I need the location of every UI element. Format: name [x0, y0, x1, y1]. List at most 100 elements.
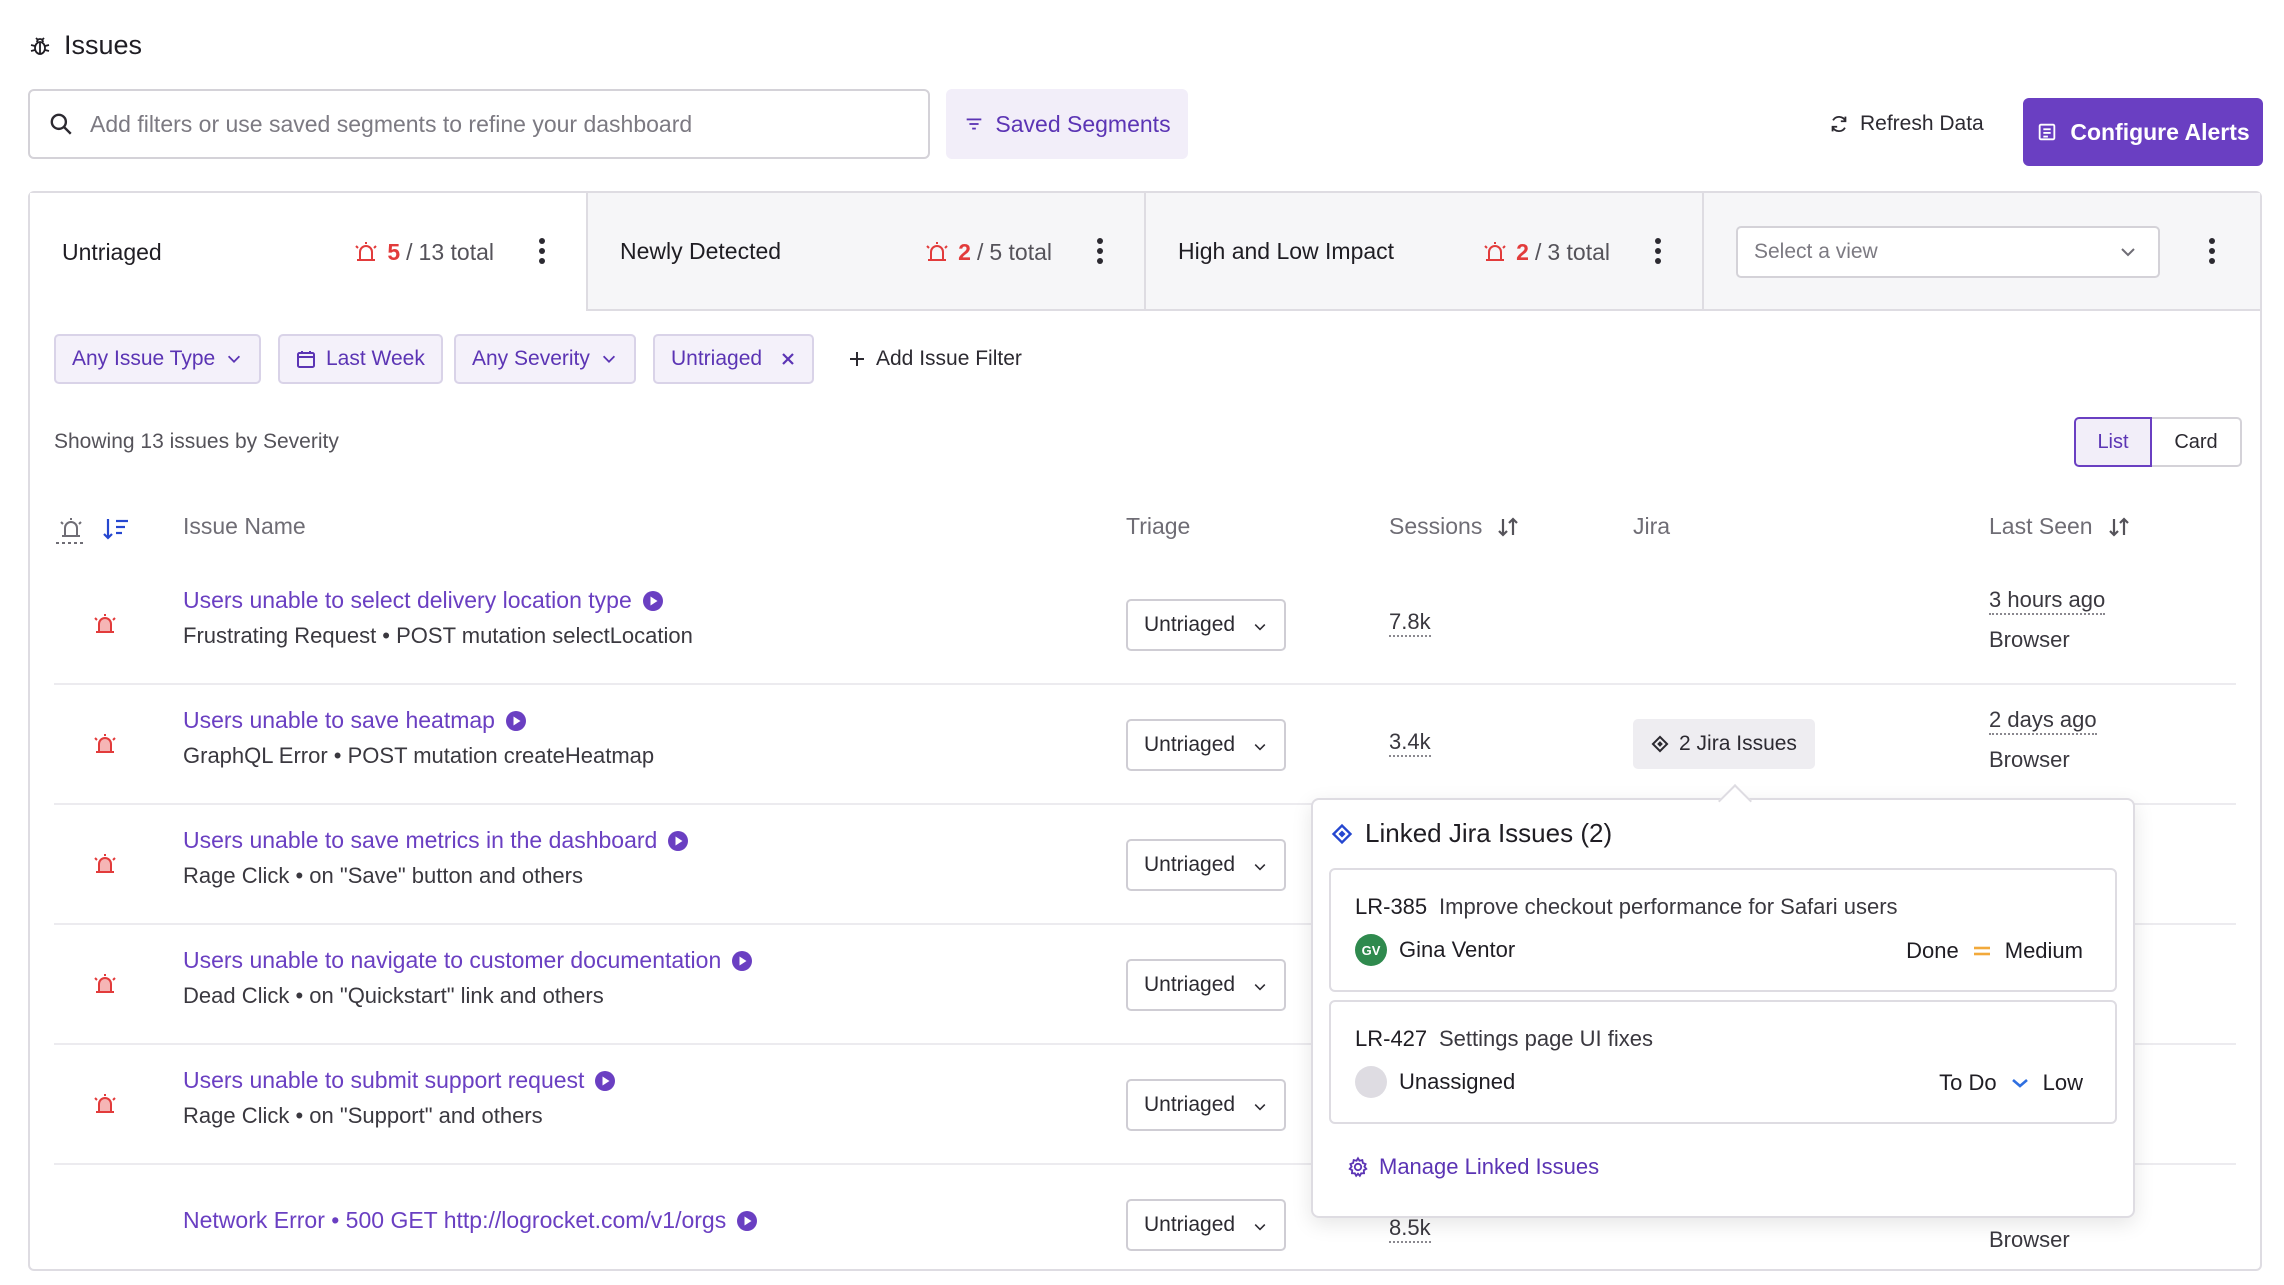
- sessions-count[interactable]: 7.8k: [1389, 609, 1431, 637]
- page-title-text: Issues: [64, 30, 143, 60]
- chevron-down-icon: [225, 350, 243, 368]
- refresh-data-button[interactable]: Refresh Data: [1828, 112, 1984, 136]
- sessions-count[interactable]: 8.5k: [1389, 1215, 1431, 1243]
- tab-untriaged[interactable]: Untriaged 5 / 13 total: [30, 193, 588, 311]
- platform: Browser: [1989, 747, 2070, 772]
- jira-priority: Low: [2042, 1070, 2083, 1095]
- gear-icon: [1347, 1156, 1369, 1178]
- search-bar[interactable]: [28, 89, 930, 159]
- jira-status: Done: [1906, 938, 1959, 963]
- jira-issue-summary: Settings page UI fixes: [1439, 1026, 1654, 1051]
- siren-icon: [90, 850, 120, 878]
- filter-date-range[interactable]: Last Week: [278, 334, 443, 384]
- column-last-seen[interactable]: Last Seen: [1989, 513, 2131, 540]
- triage-value: Untriaged: [1144, 1213, 1236, 1236]
- add-issue-filter-button[interactable]: Add Issue Filter: [848, 334, 1022, 384]
- issue-name-link[interactable]: Users unable to submit support request: [183, 1067, 616, 1094]
- popover-title-text: Linked Jira Issues (2): [1365, 818, 1613, 848]
- manage-linked-issues-label: Manage Linked Issues: [1379, 1154, 1600, 1179]
- triage-value: Untriaged: [1144, 1093, 1236, 1116]
- play-icon[interactable]: [736, 1210, 758, 1232]
- configure-alerts-button[interactable]: Configure Alerts: [2023, 98, 2263, 166]
- add-issue-filter-label: Add Issue Filter: [876, 347, 1022, 370]
- issue-name-link[interactable]: Users unable to save metrics in the dash…: [183, 827, 689, 854]
- triage-dropdown[interactable]: Untriaged: [1126, 959, 1286, 1011]
- siren-icon: [1480, 240, 1510, 264]
- play-icon[interactable]: [667, 830, 689, 852]
- more-vertical-icon[interactable]: [2208, 237, 2216, 265]
- saved-segments-button[interactable]: Saved Segments: [946, 89, 1188, 159]
- triage-value: Untriaged: [1144, 853, 1236, 876]
- more-vertical-icon[interactable]: [1654, 237, 1662, 265]
- sort-icon[interactable]: [2107, 515, 2131, 539]
- jira-issue-card[interactable]: LR-385 Improve checkout performance for …: [1329, 868, 2117, 992]
- triage-value: Untriaged: [1144, 973, 1236, 996]
- column-jira: Jira: [1633, 513, 1671, 539]
- column-issue-name: Issue Name: [183, 513, 306, 539]
- table-row[interactable]: Users unable to save metrics in the dash…: [54, 805, 2236, 925]
- refresh-icon: [1828, 113, 1850, 135]
- jira-issue-meta: To Do Low: [1939, 1070, 2083, 1096]
- platform: Browser: [1989, 1227, 2070, 1252]
- play-icon[interactable]: [642, 590, 664, 612]
- triage-dropdown[interactable]: Untriaged: [1126, 719, 1286, 771]
- last-seen: 2 days ago: [1989, 707, 2097, 735]
- jira-diamond-icon: [1331, 823, 1353, 845]
- table-row[interactable]: Users unable to save heatmap GraphQL Err…: [54, 685, 2236, 805]
- severity-header[interactable]: [54, 513, 130, 545]
- tab-high-and-low-impact[interactable]: High and Low Impact 2 / 3 total: [1146, 193, 1704, 311]
- filter-issue-type[interactable]: Any Issue Type: [54, 334, 262, 384]
- filter-issue-type-label: Any Issue Type: [72, 347, 216, 370]
- close-icon[interactable]: [780, 351, 796, 367]
- filter-status[interactable]: Untriaged: [653, 334, 815, 384]
- jira-issue-summary: Improve checkout performance for Safari …: [1439, 894, 1898, 919]
- triage-dropdown[interactable]: Untriaged: [1126, 1199, 1286, 1251]
- card-view-button[interactable]: Card: [2152, 417, 2242, 467]
- issue-name: Users unable to submit support request: [183, 1067, 585, 1093]
- search-icon: [48, 111, 74, 137]
- sort-icon[interactable]: [1496, 515, 1520, 539]
- tab-alert-count: 2: [1516, 238, 1529, 265]
- play-icon[interactable]: [505, 710, 527, 732]
- more-vertical-icon[interactable]: [1096, 237, 1104, 265]
- jira-issue-card[interactable]: LR-427 Settings page UI fixes Unassigned…: [1329, 1000, 2117, 1124]
- popover-title: Linked Jira Issues (2): [1331, 818, 1612, 849]
- table-row[interactable]: Users unable to select delivery location…: [54, 565, 2236, 685]
- refresh-label: Refresh Data: [1860, 112, 1984, 135]
- tab-count: 2 / 5 total: [922, 193, 1052, 311]
- chevron-down-icon: [1252, 979, 1268, 995]
- filter-severity[interactable]: Any Severity: [454, 334, 636, 384]
- sort-descending-icon[interactable]: [102, 516, 130, 542]
- siren-icon: [90, 610, 120, 638]
- chevron-down-icon: [1252, 859, 1268, 875]
- tab-count: 2 / 3 total: [1480, 193, 1610, 311]
- issue-name-link[interactable]: Users unable to save heatmap: [183, 707, 527, 734]
- list-view-button[interactable]: List: [2074, 417, 2152, 467]
- tab-label: Newly Detected: [620, 237, 782, 264]
- play-icon[interactable]: [594, 1070, 616, 1092]
- search-input[interactable]: [88, 109, 908, 139]
- more-vertical-icon[interactable]: [538, 237, 546, 265]
- issue-name-link[interactable]: Network Error • 500 GET http://logrocket…: [183, 1207, 758, 1234]
- saved-segments-label: Saved Segments: [995, 110, 1171, 137]
- triage-dropdown[interactable]: Untriaged: [1126, 839, 1286, 891]
- issue-name-link[interactable]: Users unable to navigate to customer doc…: [183, 947, 753, 974]
- jira-issues-button[interactable]: 2 Jira Issues: [1633, 719, 1815, 769]
- manage-linked-issues-link[interactable]: Manage Linked Issues: [1347, 1154, 1599, 1180]
- table-row[interactable]: Users unable to navigate to customer doc…: [54, 925, 2236, 1045]
- triage-dropdown[interactable]: Untriaged: [1126, 599, 1286, 651]
- issue-description: GraphQL Error • POST mutation createHeat…: [183, 743, 655, 768]
- issue-name-link[interactable]: Users unable to select delivery location…: [183, 587, 664, 614]
- tab-newly-detected[interactable]: Newly Detected 2 / 5 total: [588, 193, 1146, 311]
- sessions-count[interactable]: 3.4k: [1389, 729, 1431, 757]
- column-sessions[interactable]: Sessions: [1389, 513, 1520, 540]
- tab-count-separator: /: [406, 238, 413, 265]
- select-view-placeholder: Select a view: [1754, 240, 1878, 263]
- triage-dropdown[interactable]: Untriaged: [1126, 1079, 1286, 1131]
- siren-icon: [90, 1090, 120, 1118]
- select-view-dropdown[interactable]: Select a view: [1736, 226, 2160, 278]
- play-icon[interactable]: [731, 950, 753, 972]
- table-row[interactable]: Users unable to submit support request R…: [54, 1045, 2236, 1165]
- platform: Browser: [1989, 627, 2070, 652]
- view-toggle: List Card: [2074, 417, 2242, 467]
